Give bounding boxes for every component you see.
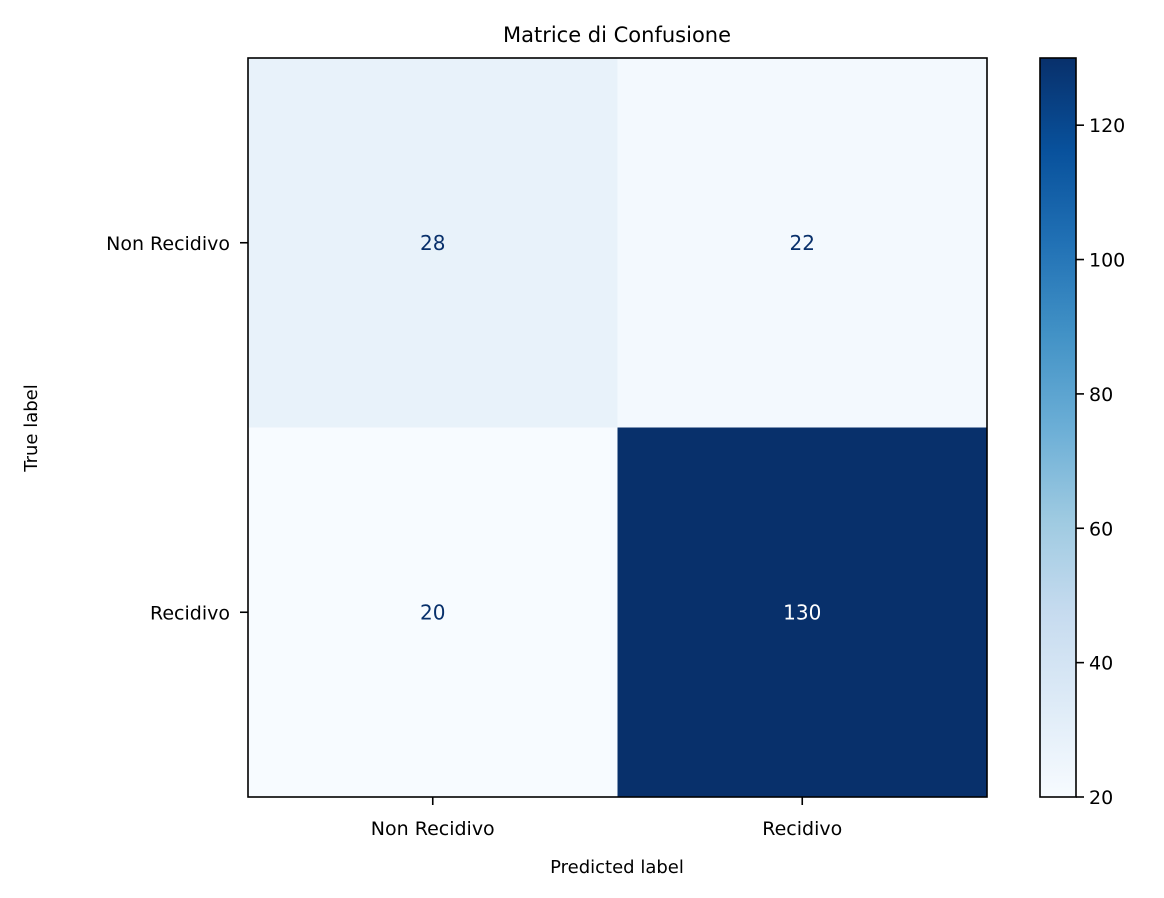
y-axis-label: True label [21,384,42,473]
colorbar-frame [1039,57,1077,798]
colorbar-tick-label: 40 [1089,653,1113,675]
colorbar-tick-label: 80 [1089,384,1113,406]
colorbar-tick-label: 120 [1089,115,1125,137]
matrix-cell-r0-c1 [617,58,988,428]
x-tick-label: Recidivo [762,818,842,840]
y-tick-label: Non Recidivo [106,233,230,255]
matrix-cell-r1-c1 [617,427,988,798]
plot-frame [247,57,988,798]
cell-value-label: 20 [420,600,445,624]
y-axis: Non Recidivo Recidivo [106,233,248,624]
colorbar [1040,58,1076,797]
cell-value-label: 28 [420,231,445,255]
x-axis: Non Recidivo Recidivo [371,797,842,840]
x-axis-label: Predicted label [550,857,684,878]
colorbar-tick-label: 20 [1089,787,1113,809]
colorbar-tick-label: 60 [1089,518,1113,540]
matrix-cell-labels: 28 22 20 130 [420,231,821,625]
cell-value-label: 130 [783,600,821,624]
y-tick-label: Recidivo [150,602,230,624]
chart-title: Matrice di Confusione [503,23,731,47]
matrix-cell-r1-c0 [248,427,618,798]
cell-value-label: 22 [790,231,815,255]
matrix-cells [248,58,988,798]
x-tick-label: Non Recidivo [371,818,495,840]
colorbar-tick-label: 100 [1089,250,1125,272]
matrix-cell-r0-c0 [248,58,618,428]
colorbar-ticks: 20 40 60 80 100 120 [1076,115,1125,809]
